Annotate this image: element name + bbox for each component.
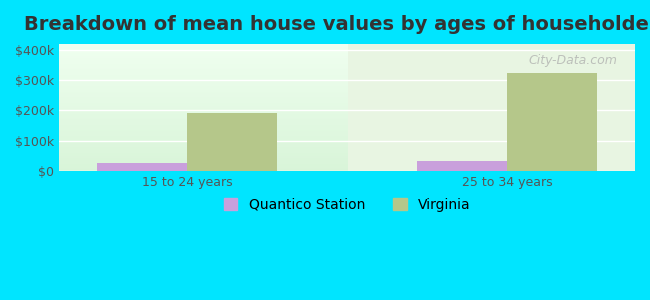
Bar xyxy=(98,164,187,171)
Bar xyxy=(507,73,597,171)
Title: Breakdown of mean house values by ages of householders: Breakdown of mean house values by ages o… xyxy=(24,15,650,34)
Legend: Quantico Station, Virginia: Quantico Station, Virginia xyxy=(218,192,476,217)
Bar xyxy=(187,112,277,171)
Text: City-Data.com: City-Data.com xyxy=(529,54,617,67)
Bar xyxy=(417,161,507,171)
